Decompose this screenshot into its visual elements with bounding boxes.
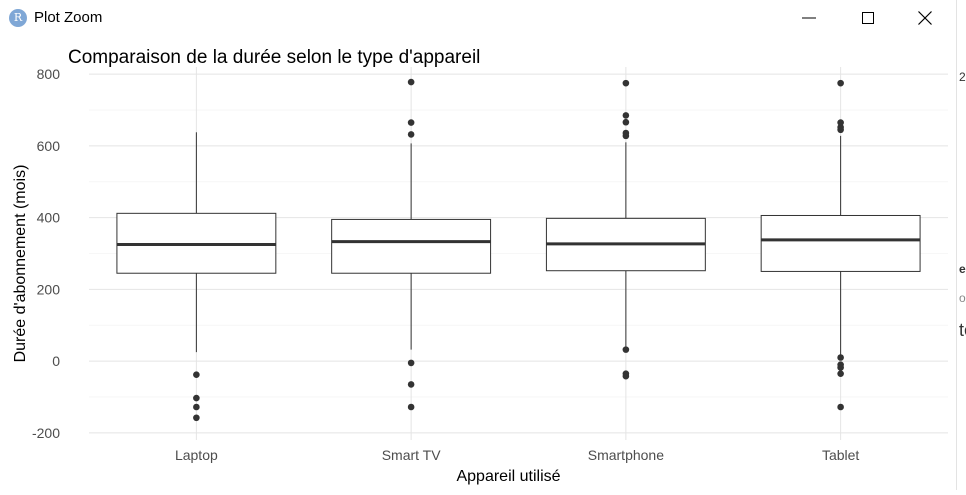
outlier-point bbox=[407, 381, 415, 388]
outlier-point bbox=[193, 403, 200, 411]
outlier-point bbox=[837, 123, 844, 131]
background-text-fragment: or bbox=[959, 291, 966, 305]
maximize-button[interactable] bbox=[845, 0, 891, 36]
y-tick-label: 200 bbox=[37, 281, 61, 297]
minimize-icon bbox=[802, 17, 816, 19]
background-text-fragment: 25 bbox=[959, 70, 966, 84]
outlier-point bbox=[407, 131, 415, 138]
background-window-edge: 25 el or te bbox=[956, 0, 966, 490]
outlier-point bbox=[193, 394, 200, 402]
outlier-point bbox=[622, 129, 630, 137]
outlier-point bbox=[407, 119, 415, 126]
plot-area: Comparaison de la durée selon le type d'… bbox=[0, 36, 956, 490]
y-tick-label: 400 bbox=[37, 210, 61, 226]
box-iqr bbox=[760, 214, 921, 272]
minimize-button[interactable] bbox=[786, 0, 832, 36]
outlier-point bbox=[622, 79, 630, 87]
close-icon bbox=[918, 11, 932, 25]
chart-title: Comparaison de la durée selon le type d'… bbox=[68, 47, 480, 68]
outlier-point bbox=[622, 118, 630, 126]
y-axis-title: Durée d'abonnement (mois) bbox=[12, 165, 29, 363]
outlier-point bbox=[837, 119, 844, 126]
x-tick-label: Tablet bbox=[822, 447, 859, 463]
outlier-point bbox=[837, 364, 844, 371]
x-axis-title: Appareil utilisé bbox=[456, 468, 560, 485]
x-tick-label: Laptop bbox=[175, 447, 218, 463]
window-title: Plot Zoom bbox=[34, 9, 103, 26]
outlier-point bbox=[837, 403, 844, 411]
box-iqr bbox=[331, 218, 492, 274]
close-button[interactable] bbox=[902, 0, 948, 36]
outlier-point bbox=[622, 346, 630, 353]
maximize-icon bbox=[862, 12, 874, 24]
boxplot-chart: Comparaison de la durée selon le type d'… bbox=[12, 47, 948, 485]
outlier-point bbox=[193, 371, 200, 379]
y-tick-label: 800 bbox=[37, 66, 61, 82]
outlier-point bbox=[837, 79, 844, 87]
background-text-fragment: te bbox=[959, 320, 966, 340]
outlier-point bbox=[622, 112, 630, 119]
outlier-point bbox=[407, 403, 415, 411]
background-text-fragment: el bbox=[959, 262, 966, 276]
outlier-point bbox=[193, 414, 200, 422]
outlier-point bbox=[837, 354, 844, 361]
outlier-point bbox=[837, 370, 844, 377]
outlier-point bbox=[407, 78, 415, 86]
outlier-point bbox=[622, 372, 630, 380]
x-tick-label: Smart TV bbox=[382, 447, 442, 463]
y-tick-label: -200 bbox=[32, 425, 60, 441]
y-tick-label: 600 bbox=[37, 138, 61, 154]
outlier-point bbox=[407, 359, 415, 367]
x-tick-label: Smartphone bbox=[588, 447, 664, 463]
y-tick-label: 0 bbox=[52, 353, 60, 369]
window-titlebar: R Plot Zoom bbox=[0, 0, 956, 36]
r-app-icon: R bbox=[9, 9, 27, 27]
